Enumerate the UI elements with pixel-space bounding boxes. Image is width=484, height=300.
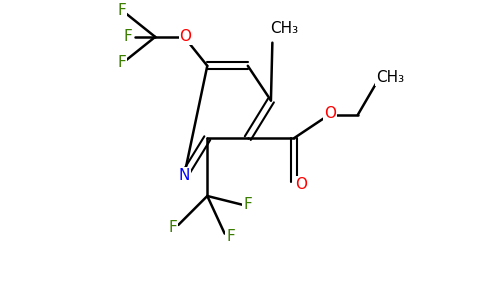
Text: O: O (180, 29, 192, 44)
Text: CH₃: CH₃ (376, 70, 404, 85)
Text: O: O (295, 177, 307, 192)
Text: F: F (118, 3, 126, 18)
Text: F: F (118, 56, 126, 70)
Text: CH₃: CH₃ (270, 21, 298, 36)
Text: N: N (179, 168, 190, 183)
Text: F: F (123, 29, 132, 44)
Text: O: O (324, 106, 336, 121)
Text: F: F (168, 220, 177, 235)
Text: F: F (243, 197, 252, 212)
Text: F: F (226, 229, 235, 244)
